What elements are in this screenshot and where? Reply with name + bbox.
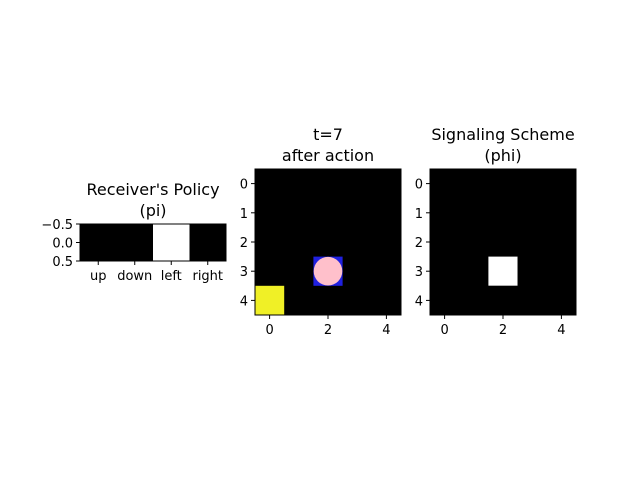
gridworld-goal-cell: [255, 285, 285, 315]
policy-panel: Receiver's Policy (pi) up down left right −0…: [41, 180, 227, 284]
signaling-cells: [430, 169, 576, 315]
policy-cell-r0-c0: [80, 224, 117, 261]
signaling-cell-r4-c3: [517, 285, 547, 315]
gridworld-panel: t=7 after action 0 2 4 0 1 2 3 4: [240, 125, 402, 338]
signaling-cell-r3-c2: [488, 256, 518, 286]
signaling-ytick-label-1: 1: [415, 207, 423, 222]
gridworld-cells: [255, 169, 401, 315]
gridworld-xtick-label-1: 2: [324, 323, 332, 338]
signaling-cell-r3-c4: [546, 256, 576, 286]
policy-cell-r0-c2: [153, 224, 190, 261]
gridworld-title-line1: t=7: [313, 125, 343, 144]
signaling-ytick-label-3: 3: [415, 265, 423, 280]
gridworld-ticks: 0 2 4 0 1 2 3 4: [240, 178, 391, 338]
signaling-xtick-label-0: 0: [440, 323, 448, 338]
signaling-cell-r4-c4: [546, 285, 576, 315]
signaling-title-line1: Signaling Scheme: [431, 125, 574, 144]
policy-xtick-label-2: left: [161, 269, 182, 284]
policy-cell-r0-c3: [189, 224, 226, 261]
gridworld-ytick-label-4: 4: [240, 294, 248, 309]
signaling-cell-r0-c3: [517, 169, 547, 199]
policy-cell-r0-c1: [116, 224, 153, 261]
signaling-cell-r1-c3: [517, 198, 547, 228]
policy-ticks: up down left right −0.5 0.0 0.5: [41, 218, 223, 284]
policy-xtick-label-0: up: [90, 269, 107, 284]
gridworld-axes-frame: [254, 168, 402, 316]
gridworld-agent-marker: [313, 256, 343, 286]
signaling-cell-r3-c0: [430, 256, 460, 286]
signaling-xtick-label-1: 2: [499, 323, 507, 338]
signaling-cell-r2-c1: [459, 227, 489, 257]
signaling-cell-r1-c1: [459, 198, 489, 228]
gridworld-ytick-label-0: 0: [240, 178, 248, 193]
signaling-cell-r4-c1: [459, 285, 489, 315]
signaling-cell-r4-c2: [488, 285, 518, 315]
signaling-panel: Signaling Scheme (phi) 0 2 4 0 1 2 3 4: [415, 125, 577, 338]
gridworld-xtick-label-0: 0: [265, 323, 273, 338]
signaling-cell-r0-c4: [546, 169, 576, 199]
gridworld-ytick-label-1: 1: [240, 207, 248, 222]
signaling-ytick-label-0: 0: [415, 178, 423, 193]
signaling-cell-r0-c0: [430, 169, 460, 199]
signaling-cell-r0-c1: [459, 169, 489, 199]
signaling-ytick-label-2: 2: [415, 236, 423, 251]
signaling-cell-r3-c1: [459, 256, 489, 286]
signaling-cell-r2-c0: [430, 227, 460, 257]
gridworld-ytick-label-2: 2: [240, 236, 248, 251]
signaling-cell-r1-c2: [488, 198, 518, 228]
policy-cells: [80, 224, 226, 261]
policy-ytick-label-1: 0.0: [52, 237, 73, 252]
gridworld-title-line2: after action: [282, 146, 374, 165]
policy-axes-frame: [79, 223, 227, 262]
signaling-cell-r2-c4: [546, 227, 576, 257]
signaling-cell-r4-c0: [430, 285, 460, 315]
gridworld-ytick-label-3: 3: [240, 265, 248, 280]
signaling-xtick-label-2: 4: [557, 323, 565, 338]
signaling-ticks: 0 2 4 0 1 2 3 4: [415, 178, 566, 338]
policy-xtick-label-1: down: [117, 269, 152, 284]
policy-ytick-label-2: 0.5: [52, 255, 73, 270]
policy-title-line1: Receiver's Policy: [86, 180, 219, 199]
signaling-cell-r3-c3: [517, 256, 547, 286]
signaling-title-line2: (phi): [484, 146, 521, 165]
policy-title-line2: (pi): [139, 201, 166, 220]
policy-ytick-label-0: −0.5: [41, 218, 73, 233]
signaling-cell-r2-c3: [517, 227, 547, 257]
gridworld-xtick-label-2: 4: [382, 323, 390, 338]
signaling-cell-r2-c2: [488, 227, 518, 257]
policy-xtick-label-3: right: [192, 269, 223, 284]
signaling-ytick-label-4: 4: [415, 294, 423, 309]
signaling-cell-r1-c0: [430, 198, 460, 228]
signaling-cell-r1-c4: [546, 198, 576, 228]
signaling-axes-frame: [429, 168, 577, 316]
signaling-cell-r0-c2: [488, 169, 518, 199]
